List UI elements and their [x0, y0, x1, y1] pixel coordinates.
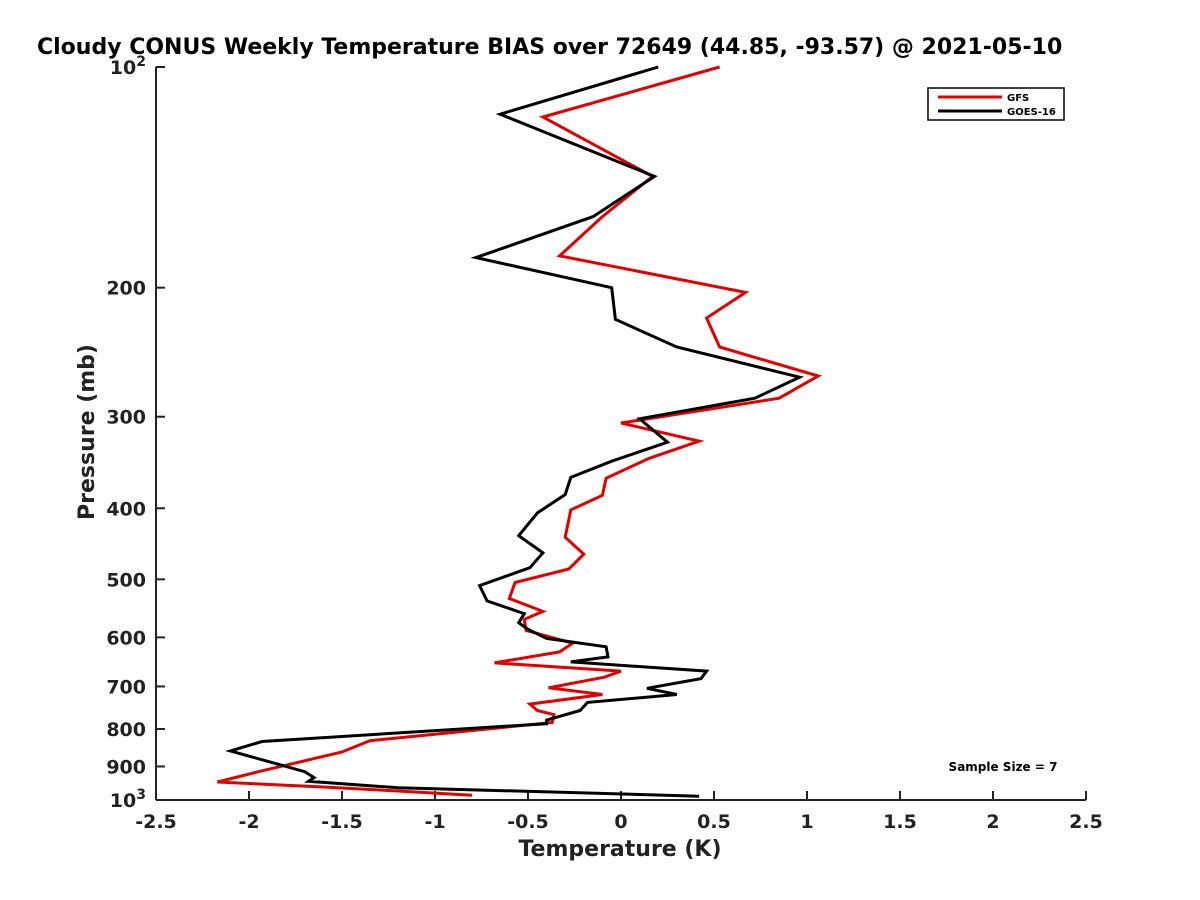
- plot-axes: -2.5 -2 -1.5 -1 -0.5 0 0.5 1 1.5 2 2.5102200300400…: [106, 54, 1103, 833]
- x-tick-label: 2: [986, 811, 999, 833]
- x-tick-label: -1.5: [321, 811, 363, 833]
- x-tick-label: -2: [238, 811, 259, 833]
- series-line-goes-16: [224, 65, 805, 798]
- y-axis-label: Pressure (mb): [75, 344, 100, 520]
- plot-series: [217, 65, 823, 798]
- x-tick-label: 1: [800, 811, 813, 833]
- y-tick-label: 700: [106, 676, 146, 698]
- legend-label: GOES-16: [1007, 107, 1056, 118]
- x-tick-label: -0.5: [507, 811, 549, 833]
- y-tick-label: 800: [106, 719, 146, 741]
- legend-box: [927, 87, 1065, 121]
- y-tick-label: 900: [106, 756, 146, 778]
- x-tick-label: 0.5: [697, 811, 731, 833]
- y-tick-label: 500: [106, 569, 146, 591]
- series-line-gfs: [217, 65, 823, 797]
- y-tick-label: 300: [106, 407, 146, 429]
- x-tick-label: -2.5: [135, 811, 177, 833]
- x-tick-label: 0: [614, 811, 627, 833]
- legend: GFS GOES-16: [927, 87, 1065, 121]
- sample-size-annotation: Sample Size = 7: [949, 760, 1058, 774]
- y-tick-label: 200: [106, 278, 146, 300]
- legend-label: GFS: [1007, 93, 1029, 104]
- y-tick-label: 600: [106, 627, 146, 649]
- chart-title: Cloudy CONUS Weekly Temperature BIAS ove…: [37, 35, 1062, 60]
- x-tick-label: 2.5: [1069, 811, 1103, 833]
- x-axis-label: Temperature (K): [518, 837, 721, 862]
- x-tick-label: -1: [424, 811, 445, 833]
- y-tick-label: 400: [106, 498, 146, 520]
- x-tick-label: 1.5: [883, 811, 917, 833]
